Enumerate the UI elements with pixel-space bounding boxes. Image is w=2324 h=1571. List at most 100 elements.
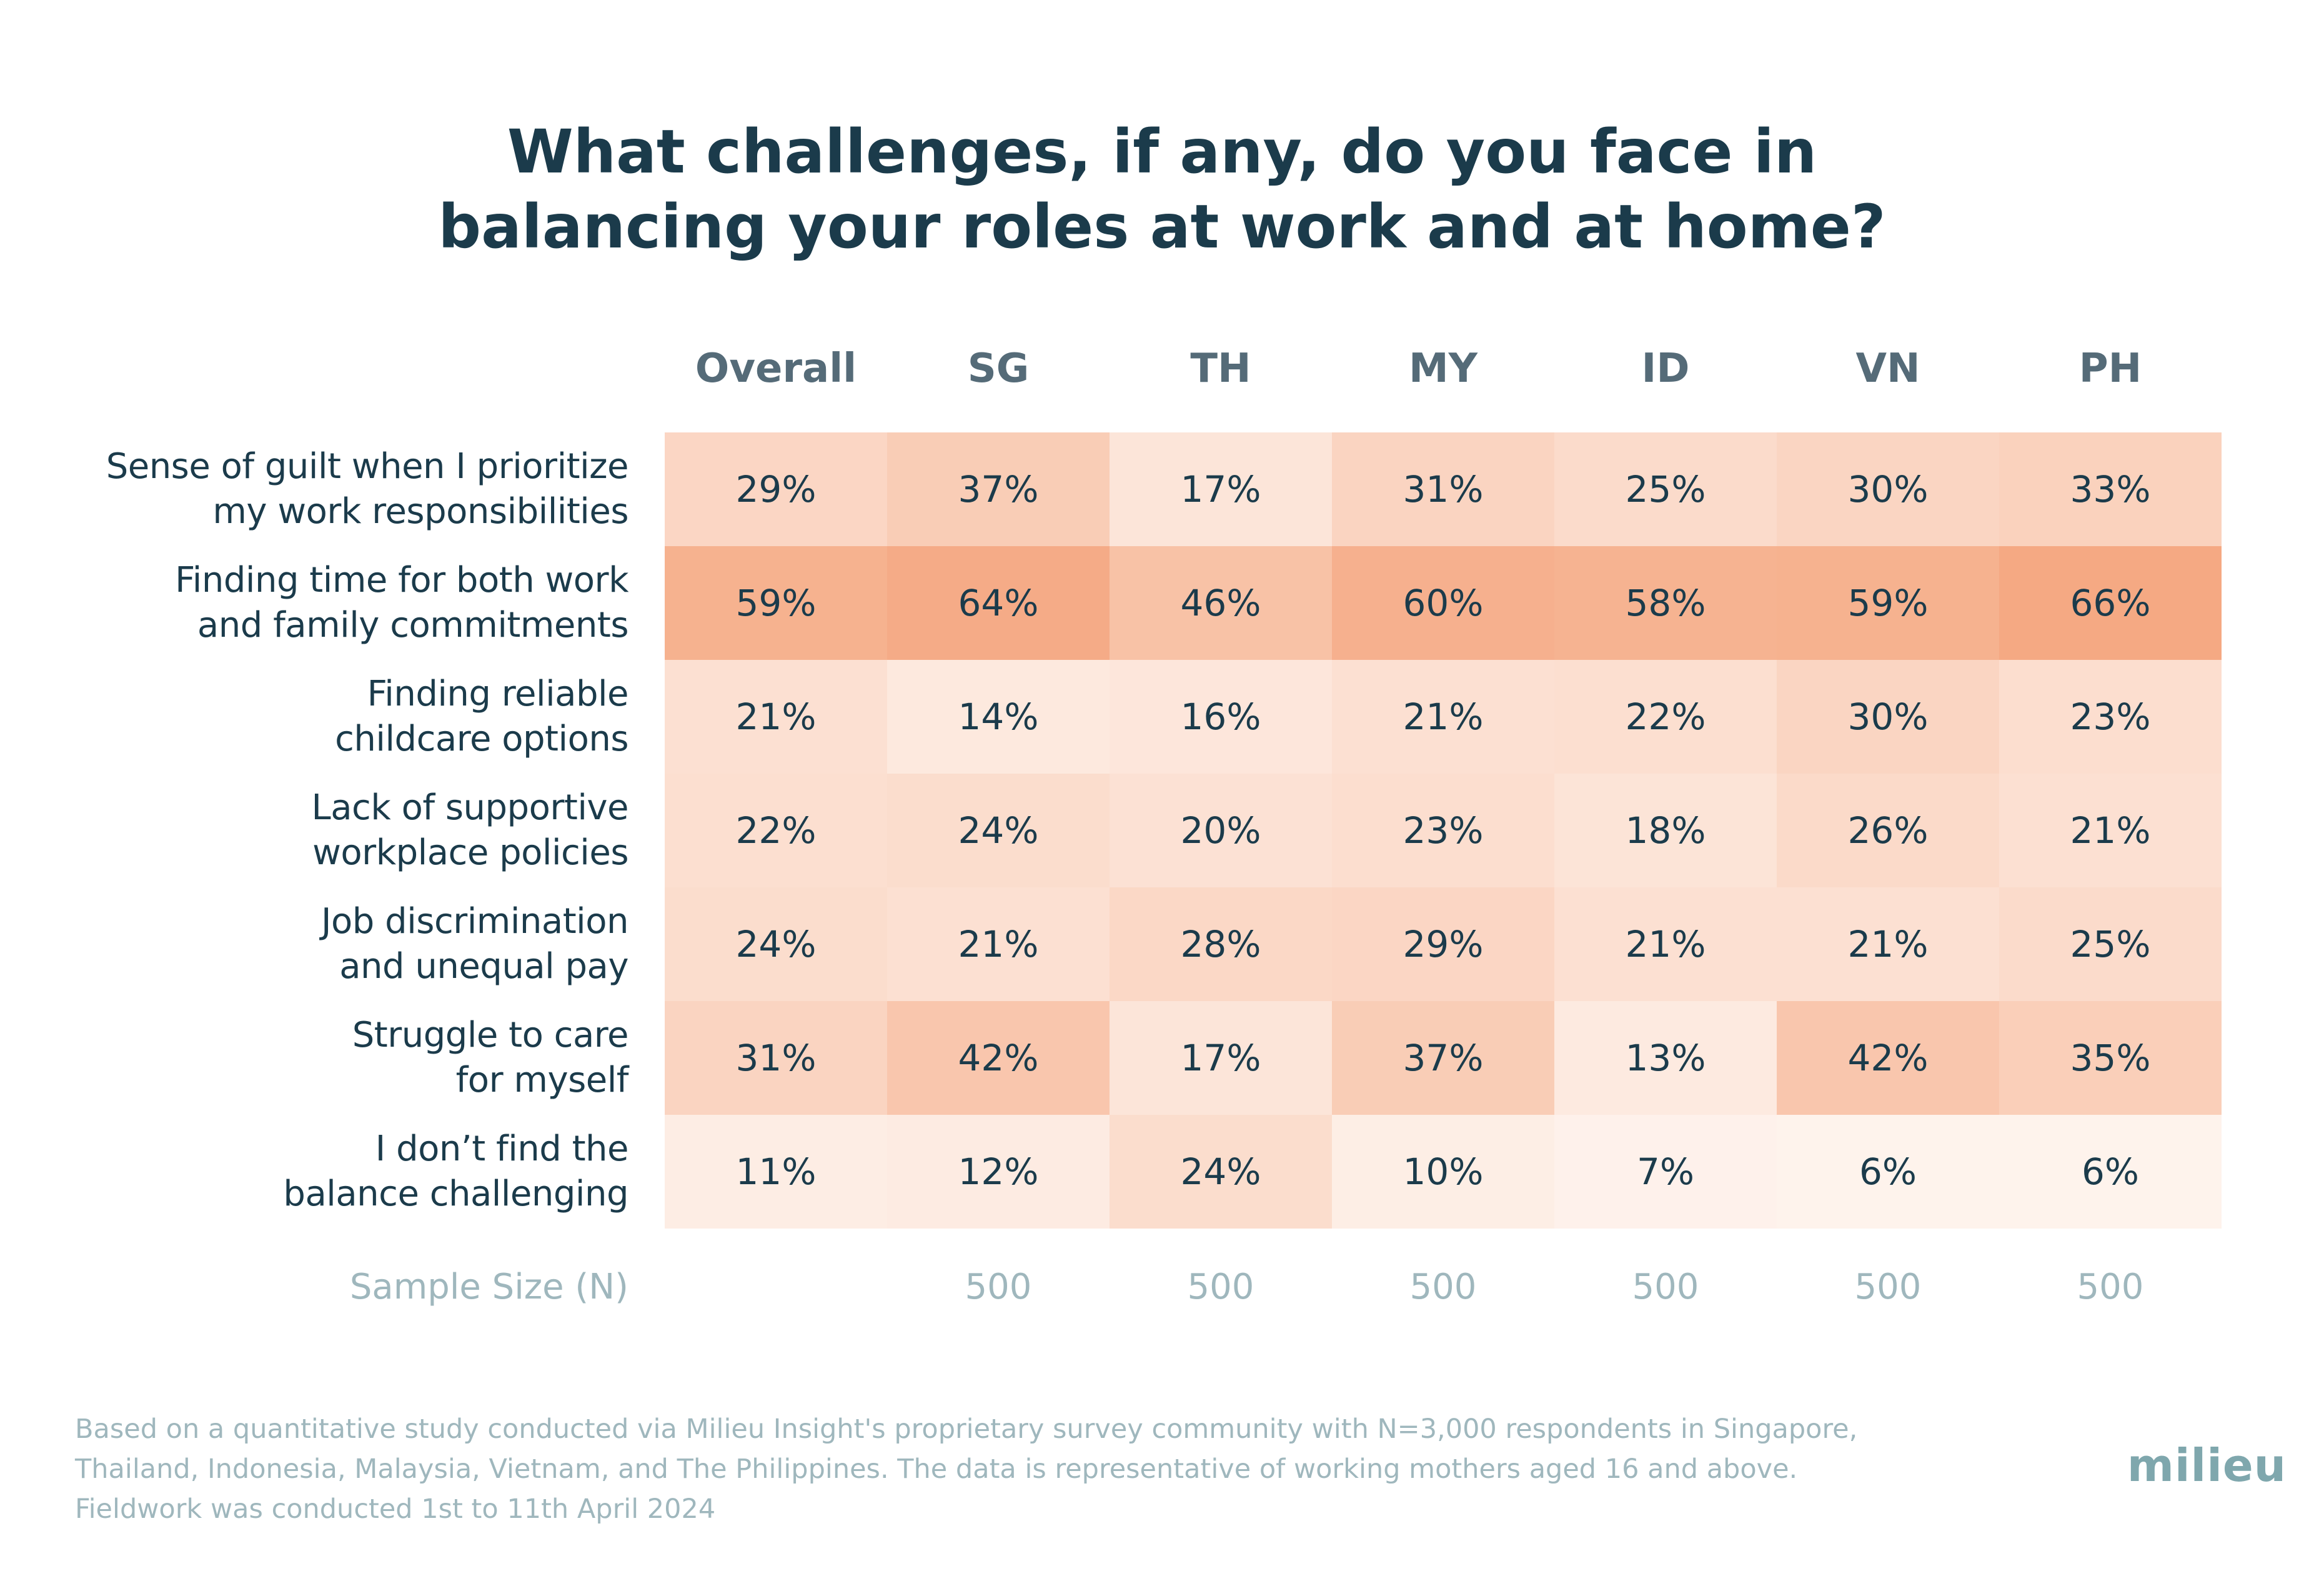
heat-cell-r4-my bbox=[1332, 774, 1554, 887]
cell-value-label: 22% bbox=[1626, 696, 1706, 738]
cell-value-label: 23% bbox=[2070, 696, 2151, 738]
row-label-guilt: Sense of guilt when I prioritize my work… bbox=[50, 432, 629, 546]
cell-value-label: 37% bbox=[958, 468, 1039, 511]
cell-value-label: 24% bbox=[1181, 1150, 1261, 1193]
heat-cell-r2-sg bbox=[887, 546, 1110, 660]
heat-cell-r2-overall bbox=[665, 546, 887, 660]
heat-cell-r4-ph bbox=[1999, 774, 2222, 887]
row-label-line: Finding reliable bbox=[367, 674, 629, 714]
column-header-my: MY bbox=[1408, 346, 1478, 392]
heat-cell-r1-vn bbox=[1777, 432, 1999, 546]
heat-cell-r2-my bbox=[1332, 546, 1554, 660]
cell-value-label: 18% bbox=[1626, 809, 1706, 852]
footnote-line: Thailand, Indonesia, Malaysia, Vietnam, … bbox=[75, 1454, 1798, 1485]
row-label-line: Lack of supportive bbox=[311, 787, 629, 828]
heat-cell-r5-sg bbox=[887, 887, 1110, 1001]
heat-cell-r1-th bbox=[1110, 432, 1332, 546]
cell-value-label: 17% bbox=[1181, 1037, 1261, 1079]
column-header-sg: SG bbox=[967, 346, 1030, 392]
row-label-workplace-policies: Lack of supportive workplace policies bbox=[50, 774, 629, 887]
cell-value-label: 64% bbox=[958, 582, 1039, 624]
heat-cell-r4-overall bbox=[665, 774, 887, 887]
cell-value-label: 21% bbox=[958, 923, 1039, 965]
heat-cell-r2-vn bbox=[1777, 546, 1999, 660]
cell-value-label: 13% bbox=[1626, 1037, 1706, 1079]
heat-cell-r3-id bbox=[1554, 660, 1777, 774]
chart-title-line-2: balancing your roles at work and at home… bbox=[438, 192, 1886, 262]
cell-value-label: 31% bbox=[1403, 468, 1484, 511]
heat-cell-r6-vn bbox=[1777, 1001, 1999, 1115]
row-label-line: Finding time for both work bbox=[175, 560, 628, 601]
heat-cell-r5-th bbox=[1110, 887, 1332, 1001]
cell-value-label: 17% bbox=[1181, 468, 1261, 511]
footnote-line: Based on a quantitative study conducted … bbox=[75, 1414, 1858, 1445]
row-label-line: childcare options bbox=[335, 719, 628, 759]
cell-value-label: 35% bbox=[2070, 1037, 2151, 1079]
sample-size-ph: 500 bbox=[2077, 1267, 2144, 1307]
cell-value-label: 59% bbox=[1848, 582, 1929, 624]
cell-value-label: 30% bbox=[1848, 696, 1929, 738]
milieu-logo: milieu bbox=[2127, 1439, 2287, 1492]
cell-value-label: 30% bbox=[1848, 468, 1929, 511]
cell-value-label: 37% bbox=[1403, 1037, 1484, 1079]
row-label-line: Struggle to care bbox=[352, 1015, 629, 1055]
heat-cell-r3-my bbox=[1332, 660, 1554, 774]
column-header-vn: VN bbox=[1855, 346, 1920, 392]
heat-cell-r6-overall bbox=[665, 1001, 887, 1115]
cell-value-label: 21% bbox=[1848, 923, 1929, 965]
row-label-line: my work responsibilities bbox=[212, 491, 628, 532]
heat-cell-r5-overall bbox=[665, 887, 887, 1001]
heat-cell-r5-ph bbox=[1999, 887, 2222, 1001]
cell-value-label: 24% bbox=[736, 923, 817, 965]
heat-cell-r5-my bbox=[1332, 887, 1554, 1001]
cell-value-label: 24% bbox=[958, 809, 1039, 852]
row-label-line: for myself bbox=[455, 1060, 629, 1100]
cell-value-label: 29% bbox=[1403, 923, 1484, 965]
heat-cell-r4-th bbox=[1110, 774, 1332, 887]
cell-value-label: 11% bbox=[736, 1150, 817, 1193]
cell-value-label: 66% bbox=[2070, 582, 2151, 624]
heat-cell-r6-ph bbox=[1999, 1001, 2222, 1115]
heat-cell-r1-my bbox=[1332, 432, 1554, 546]
cell-value-label: 42% bbox=[1848, 1037, 1929, 1079]
cell-value-label: 31% bbox=[736, 1037, 817, 1079]
heat-cell-r6-my bbox=[1332, 1001, 1554, 1115]
sample-size-my: 500 bbox=[1409, 1267, 1477, 1307]
heat-cell-r7-overall bbox=[665, 1115, 887, 1229]
heat-cell-r4-id bbox=[1554, 774, 1777, 887]
row-label-discrimination: Job discrimination and unequal pay bbox=[50, 887, 628, 1001]
heat-cell-r7-vn bbox=[1777, 1115, 1999, 1229]
cell-value-label: 26% bbox=[1848, 809, 1929, 852]
heat-cell-r1-ph bbox=[1999, 432, 2222, 546]
sample-size-th: 500 bbox=[1187, 1267, 1254, 1307]
cell-value-label: 59% bbox=[736, 582, 817, 624]
heat-cell-r7-id bbox=[1554, 1115, 1777, 1229]
heat-cell-r3-sg bbox=[887, 660, 1110, 774]
heat-cell-r6-id bbox=[1554, 1001, 1777, 1115]
heat-cell-r3-th bbox=[1110, 660, 1332, 774]
row-label-childcare: Finding reliable childcare options bbox=[50, 660, 628, 774]
row-label-line: balance challenging bbox=[283, 1174, 628, 1214]
heat-cell-r5-id bbox=[1554, 887, 1777, 1001]
cell-value-label: 21% bbox=[1403, 696, 1484, 738]
column-header-th: TH bbox=[1190, 346, 1251, 392]
cell-value-label: 21% bbox=[2070, 809, 2151, 852]
heat-cell-r1-id bbox=[1554, 432, 1777, 546]
column-header-overall: Overall bbox=[695, 346, 857, 392]
cell-value-label: 21% bbox=[1626, 923, 1706, 965]
cell-value-label: 28% bbox=[1181, 923, 1261, 965]
row-label-finding-time: Finding time for both work and family co… bbox=[50, 546, 628, 660]
column-header-ph: PH bbox=[2078, 346, 2142, 392]
heat-cell-r5-vn bbox=[1777, 887, 1999, 1001]
cell-value-label: 6% bbox=[2082, 1150, 2139, 1193]
cell-value-label: 33% bbox=[2070, 468, 2151, 511]
methodology-footnote: Based on a quantitative study conducted … bbox=[75, 1409, 1980, 1529]
heat-cell-r2-ph bbox=[1999, 546, 2222, 660]
cell-value-label: 16% bbox=[1181, 696, 1261, 738]
heat-cell-r1-overall bbox=[665, 432, 887, 546]
sample-size-id: 500 bbox=[1632, 1267, 1699, 1307]
cell-value-label: 7% bbox=[1637, 1150, 1694, 1193]
heat-cell-r7-sg bbox=[887, 1115, 1110, 1229]
